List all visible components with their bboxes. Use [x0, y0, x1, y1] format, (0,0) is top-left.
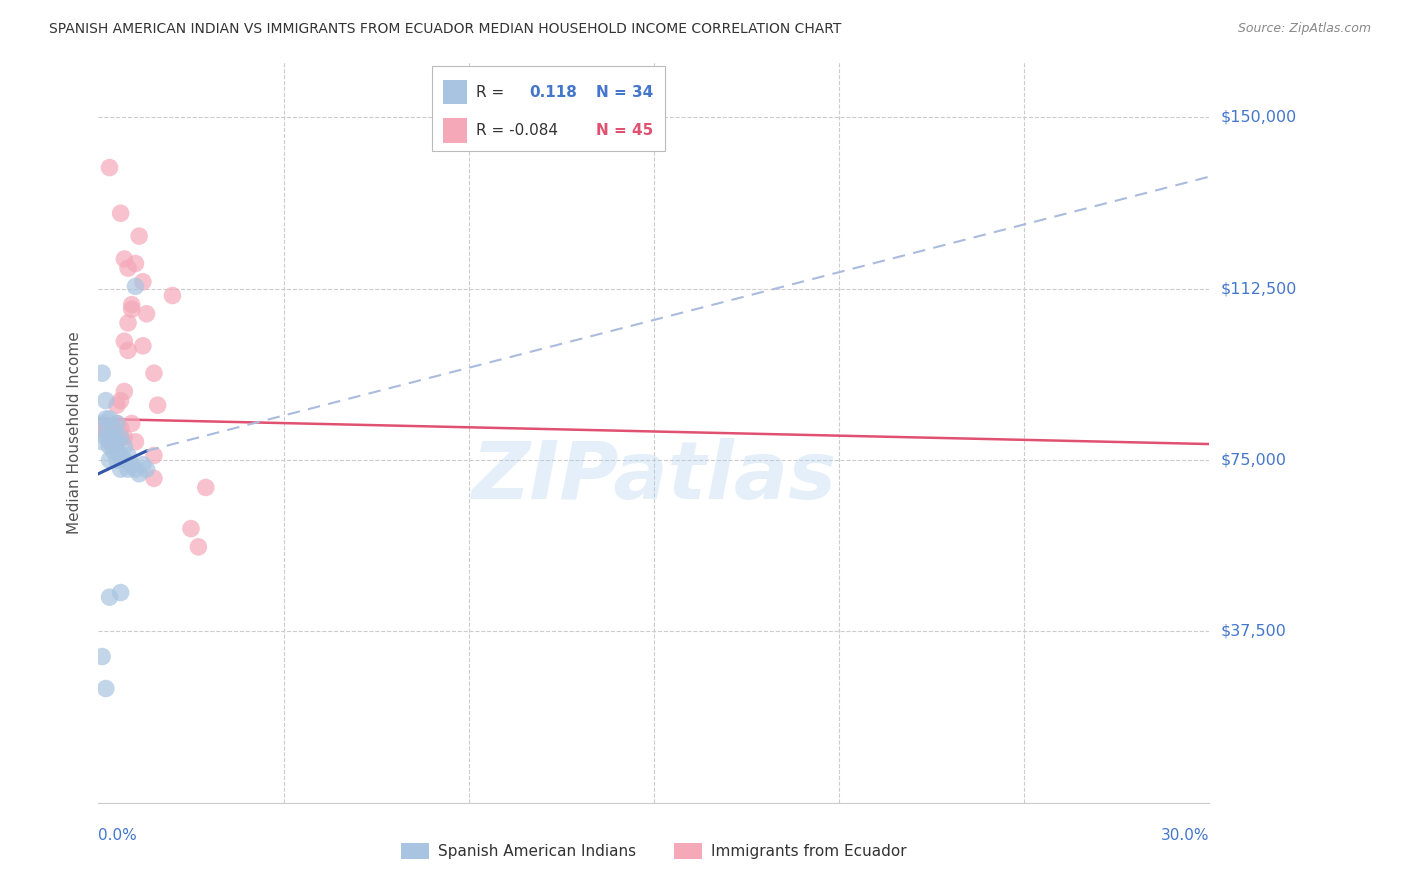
Point — [112, 439, 135, 453]
Point — [121, 302, 143, 317]
Point — [105, 443, 128, 458]
Text: Source: ZipAtlas.com: Source: ZipAtlas.com — [1237, 22, 1371, 36]
Point — [143, 471, 166, 485]
Point — [124, 462, 146, 476]
Point — [98, 434, 121, 449]
Point — [121, 417, 143, 431]
Point — [135, 462, 157, 476]
Legend: Spanish American Indians, Immigrants from Ecuador: Spanish American Indians, Immigrants fro… — [395, 838, 912, 865]
Point — [110, 462, 132, 476]
Point — [135, 307, 157, 321]
Point — [94, 681, 117, 696]
Text: $150,000: $150,000 — [1220, 110, 1296, 125]
Point — [105, 398, 128, 412]
Point — [105, 434, 128, 449]
Point — [110, 449, 132, 463]
Point — [94, 425, 117, 440]
Point — [98, 430, 121, 444]
Point — [110, 393, 132, 408]
Point — [94, 421, 117, 435]
Text: 30.0%: 30.0% — [1161, 828, 1209, 843]
Point — [121, 458, 143, 472]
Point — [143, 366, 166, 380]
Point — [103, 430, 125, 444]
Point — [187, 540, 209, 554]
Point — [112, 252, 135, 266]
Text: 0.118: 0.118 — [530, 85, 578, 100]
Point — [146, 398, 169, 412]
FancyBboxPatch shape — [432, 66, 665, 152]
Point — [110, 430, 132, 444]
Point — [91, 417, 114, 431]
Point — [117, 462, 139, 476]
Text: R = -0.084: R = -0.084 — [477, 123, 558, 138]
Text: N = 34: N = 34 — [596, 85, 654, 100]
Point — [124, 256, 146, 270]
Point — [110, 585, 132, 599]
Point — [98, 421, 121, 435]
Point — [103, 439, 125, 453]
Text: R =: R = — [477, 85, 505, 100]
Point — [98, 453, 121, 467]
Text: N = 45: N = 45 — [596, 123, 654, 138]
Point — [132, 275, 155, 289]
Point — [117, 449, 139, 463]
Point — [128, 467, 150, 481]
Point — [194, 480, 217, 494]
Text: $37,500: $37,500 — [1220, 624, 1286, 639]
Point — [105, 434, 128, 449]
Point — [112, 384, 135, 399]
Point — [162, 288, 184, 302]
Point — [105, 425, 128, 440]
Text: ZIPatlas: ZIPatlas — [471, 438, 837, 516]
Point — [105, 453, 128, 467]
Point — [112, 453, 135, 467]
Point — [91, 366, 114, 380]
Text: 0.0%: 0.0% — [98, 828, 138, 843]
Point — [180, 522, 202, 536]
Point — [103, 421, 125, 435]
Point — [117, 343, 139, 358]
Point — [103, 443, 125, 458]
Bar — [443, 118, 467, 143]
Point — [132, 339, 155, 353]
Text: SPANISH AMERICAN INDIAN VS IMMIGRANTS FROM ECUADOR MEDIAN HOUSEHOLD INCOME CORRE: SPANISH AMERICAN INDIAN VS IMMIGRANTS FR… — [49, 22, 842, 37]
Point — [91, 421, 114, 435]
Point — [91, 434, 114, 449]
Point — [98, 430, 121, 444]
Y-axis label: Median Household Income: Median Household Income — [67, 331, 83, 534]
Point — [117, 316, 139, 330]
Point — [112, 430, 135, 444]
Bar — [443, 79, 467, 104]
Text: $112,500: $112,500 — [1220, 281, 1296, 296]
Point — [110, 206, 132, 220]
Point — [103, 421, 125, 435]
Point — [94, 393, 117, 408]
Point — [124, 434, 146, 449]
Point — [117, 261, 139, 276]
Point — [121, 298, 143, 312]
Point — [98, 412, 121, 426]
Point — [110, 421, 132, 435]
Point — [112, 334, 135, 349]
Point — [105, 417, 128, 431]
Point — [132, 458, 155, 472]
Point — [103, 430, 125, 444]
Point — [94, 430, 117, 444]
Text: $75,000: $75,000 — [1220, 452, 1286, 467]
Point — [98, 161, 121, 175]
Point — [143, 449, 166, 463]
Point — [105, 430, 128, 444]
Point — [94, 412, 117, 426]
Point — [105, 417, 128, 431]
Point — [91, 649, 114, 664]
Point — [124, 279, 146, 293]
Point — [103, 434, 125, 449]
Point — [98, 425, 121, 440]
Point — [98, 590, 121, 604]
Point — [110, 430, 132, 444]
Point — [128, 229, 150, 244]
Point — [98, 439, 121, 453]
